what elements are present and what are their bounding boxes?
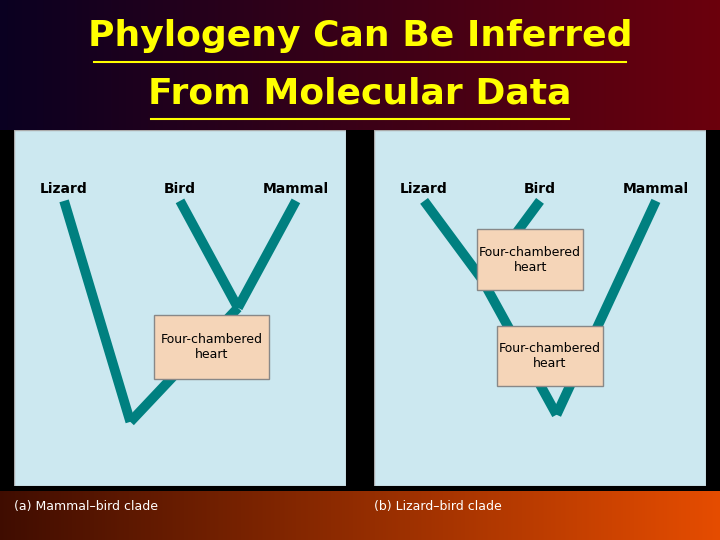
Text: Lizard: Lizard <box>40 181 88 195</box>
FancyBboxPatch shape <box>497 326 603 386</box>
Text: Four-chambered
heart: Four-chambered heart <box>161 333 263 361</box>
Text: From Molecular Data: From Molecular Data <box>148 76 572 110</box>
Text: (b) Lizard–bird clade: (b) Lizard–bird clade <box>374 500 502 513</box>
Text: Bird: Bird <box>164 181 196 195</box>
FancyBboxPatch shape <box>14 130 346 486</box>
Text: Mammal: Mammal <box>263 181 329 195</box>
Text: Phylogeny Can Be Inferred: Phylogeny Can Be Inferred <box>88 19 632 53</box>
Text: Lizard: Lizard <box>400 181 448 195</box>
FancyBboxPatch shape <box>374 130 706 486</box>
Text: Four-chambered
heart: Four-chambered heart <box>479 246 581 274</box>
Text: Bird: Bird <box>524 181 556 195</box>
FancyBboxPatch shape <box>477 230 583 290</box>
FancyBboxPatch shape <box>153 315 269 379</box>
Text: Four-chambered
heart: Four-chambered heart <box>499 342 601 370</box>
Text: (a) Mammal–bird clade: (a) Mammal–bird clade <box>14 500 158 513</box>
Text: Mammal: Mammal <box>623 181 689 195</box>
